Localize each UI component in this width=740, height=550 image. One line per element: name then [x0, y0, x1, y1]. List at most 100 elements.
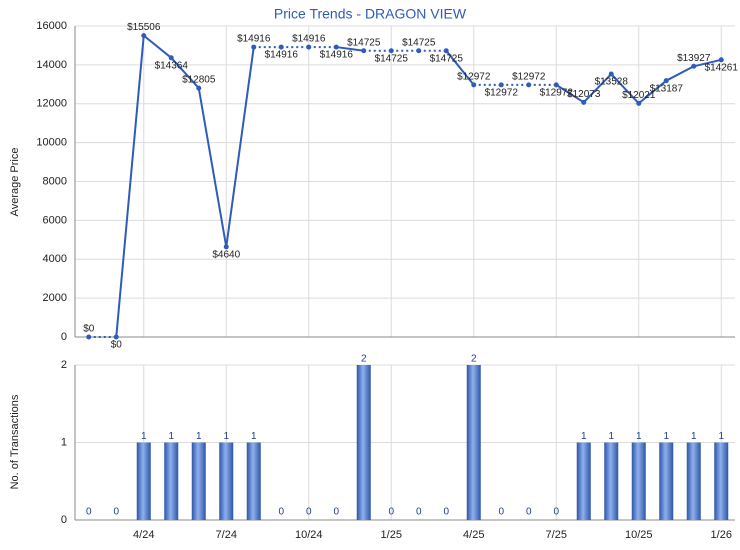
bar: [466, 365, 481, 520]
data-label: 1: [223, 431, 229, 442]
data-label: 0: [416, 507, 422, 518]
data-point: [416, 48, 422, 54]
data-point: [86, 334, 92, 340]
data-label: 1: [663, 431, 669, 442]
data-point: [581, 99, 587, 105]
data-point: [223, 244, 229, 250]
bar: [356, 365, 371, 520]
y-tick-label: 8000: [43, 175, 67, 187]
x-tick-label: 1/25: [381, 529, 402, 541]
y-tick-label: 1: [61, 436, 67, 448]
data-label: $12021: [622, 90, 656, 101]
data-point: [691, 63, 697, 69]
data-point: [306, 44, 312, 50]
data-point: [636, 100, 642, 106]
data-label: 0: [113, 507, 119, 518]
data-label: $12073: [567, 89, 601, 100]
data-point: [526, 82, 532, 88]
data-label: 0: [306, 507, 312, 518]
line-segment: [638, 79, 667, 105]
line-segment: [665, 65, 695, 82]
y-tick-label: 14000: [36, 59, 67, 71]
data-point: [608, 71, 614, 77]
bar: [659, 442, 674, 520]
data-label: $14916: [292, 34, 326, 45]
data-point: [498, 82, 504, 88]
data-label: 1: [168, 431, 174, 442]
line-segment: [143, 34, 172, 59]
y-tick-label: 2: [61, 359, 67, 371]
line-segment: [583, 73, 612, 104]
line-segment: [225, 46, 255, 247]
data-point: [388, 48, 394, 54]
x-tick-label: 10/25: [625, 529, 653, 541]
data-label: 0: [526, 507, 532, 518]
bar: [246, 442, 261, 520]
data-label: 0: [278, 507, 284, 518]
data-label: $14916: [265, 50, 299, 61]
data-label: 0: [443, 507, 449, 518]
data-label: $14725: [402, 37, 436, 48]
data-label: $14916: [320, 50, 354, 61]
bar: [576, 442, 591, 520]
chart-title: Price Trends - DRAGON VIEW: [274, 6, 467, 22]
bar: [136, 442, 151, 520]
x-tick-label: 10/24: [295, 529, 323, 541]
data-label: $12972: [512, 71, 546, 82]
x-tick-label: 4/24: [133, 529, 154, 541]
data-point: [333, 44, 339, 50]
data-label: $13528: [595, 77, 629, 88]
data-label: $12972: [457, 71, 491, 82]
y-tick-label: 2000: [43, 292, 67, 304]
data-label: 1: [581, 431, 587, 442]
bar: [164, 442, 179, 520]
x-tick-label: 7/24: [216, 529, 237, 541]
data-label: $13927: [677, 53, 711, 64]
data-label: $0: [83, 324, 95, 335]
bar: [219, 442, 234, 520]
y-tick-label: 12000: [36, 98, 67, 110]
data-point: [168, 55, 174, 61]
data-label: 0: [388, 507, 394, 518]
data-label: $14364: [155, 60, 189, 71]
data-point: [113, 334, 119, 340]
y-tick-label: 0: [61, 331, 67, 343]
line-segment: [170, 57, 200, 89]
x-tick-label: 4/25: [463, 529, 484, 541]
data-label: 0: [553, 507, 559, 518]
data-label: 1: [196, 431, 202, 442]
y-axis-label: Average Price: [9, 148, 21, 217]
data-point: [553, 82, 559, 88]
data-label: $14725: [347, 37, 381, 48]
data-label: $12972: [485, 87, 519, 98]
data-label: 1: [251, 431, 257, 442]
data-label: 1: [608, 431, 614, 442]
x-tick-label: 7/25: [546, 529, 567, 541]
y-axis-label: No. of Transactions: [9, 394, 21, 489]
data-label: $15506: [127, 22, 161, 33]
data-label: $14725: [430, 53, 464, 64]
line-segment: [445, 50, 475, 86]
bar: [714, 442, 729, 520]
data-label: $14261: [705, 62, 739, 73]
bar: [604, 442, 619, 520]
data-point: [251, 44, 257, 50]
y-tick-label: 10000: [36, 137, 67, 149]
data-label: 1: [691, 431, 697, 442]
data-label: $12805: [182, 75, 216, 86]
y-tick-label: 0: [61, 514, 67, 526]
data-label: 1: [141, 431, 147, 442]
bar: [191, 442, 206, 520]
x-tick-label: 1/26: [711, 529, 732, 541]
data-point: [718, 57, 724, 63]
data-label: 0: [498, 507, 504, 518]
data-label: 0: [86, 507, 92, 518]
data-point: [443, 48, 449, 54]
data-label: $4640: [212, 249, 240, 260]
data-label: 2: [361, 354, 367, 365]
data-label: $14725: [375, 53, 409, 64]
bar: [631, 442, 646, 520]
data-label: $0: [111, 340, 123, 351]
data-point: [141, 33, 147, 39]
